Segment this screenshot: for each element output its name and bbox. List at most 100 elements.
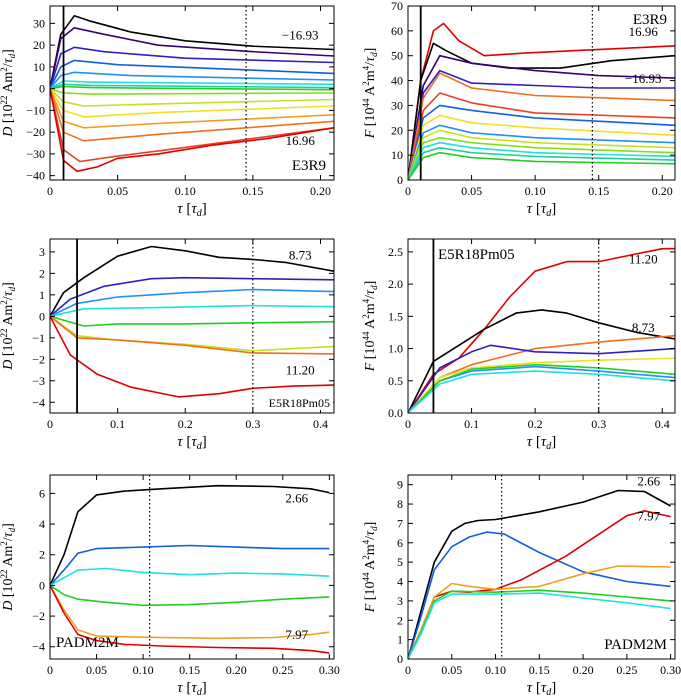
y-tick-label: 0	[397, 173, 403, 187]
y-tick-label: 1	[397, 633, 403, 647]
series-line-red	[408, 247, 675, 413]
series-line-green	[50, 85, 334, 91]
y-tick-label: −40	[26, 169, 45, 183]
y-tick-label: −1	[32, 331, 45, 345]
x-tick-label: 0.20	[652, 184, 673, 198]
y-tick-label: −4	[32, 395, 45, 409]
x-tick-label: 0.1	[464, 417, 479, 431]
y-tick-label: 0	[39, 82, 45, 96]
x-tick-label: 0.15	[179, 663, 200, 677]
y-axis-label: D [1022 Am2/τd]	[0, 49, 17, 138]
y-tick-label: 8	[397, 497, 403, 511]
y-axis-label: D [1022 Am2/τd]	[0, 523, 17, 612]
series-line-blue	[50, 59, 334, 89]
y-tick-label: 50	[391, 49, 403, 63]
x-tick-label: 0.15	[588, 184, 609, 198]
curve-value-label: 7.97	[637, 509, 660, 524]
y-axis-label: D [1022 Am2/τd]	[0, 282, 17, 371]
x-tick-label: 0.4	[313, 417, 328, 431]
y-tick-label: 10	[33, 60, 45, 74]
y-tick-label: 30	[33, 16, 45, 30]
x-tick-label: 0.20	[310, 184, 331, 198]
series-line-indigo	[408, 344, 675, 413]
x-tick-label: 0.30	[319, 663, 340, 677]
series-line-indigo	[408, 69, 675, 180]
y-tick-label: 1.0	[388, 342, 403, 356]
y-tick-label: 3	[39, 245, 45, 259]
x-tick-label: 0.20	[226, 663, 247, 677]
y-tick-label: −20	[26, 125, 45, 139]
series-line-red	[50, 585, 330, 654]
series-group	[408, 22, 675, 180]
series-line-green	[408, 363, 675, 413]
series-line-black	[408, 489, 671, 659]
y-tick-label: 30	[391, 98, 403, 112]
x-tick-label: 0.2	[528, 417, 543, 431]
curve-value-label: 2.66	[285, 491, 308, 506]
y-tick-label: 9	[397, 478, 403, 492]
series-line-cyan	[408, 592, 671, 659]
y-axis-label: F [1044 A2m4/τd]	[361, 281, 379, 373]
series-line-darkorange	[50, 315, 334, 355]
x-axis-label: τ [τd]	[527, 434, 557, 452]
series-line-darkorange	[50, 88, 334, 142]
plot-frame	[49, 238, 335, 414]
series-line-cyan	[50, 304, 334, 318]
y-tick-label: −30	[26, 147, 45, 161]
x-tick-label: 0.30	[660, 663, 681, 677]
series-line-yellowgreen	[50, 88, 334, 107]
x-tick-label: 0	[47, 417, 53, 431]
x-axis-label: τ [τd]	[177, 201, 207, 219]
panel-p5: 0 0.05 0.10 0.15 0.20 0.25 0.30 −4 −2 0 2 4 6 τ [τd] D…	[0, 474, 340, 698]
panel-p4: 0 0.1 0.2 0.3 0.4 0.0 0.5 1.0 1.5 2.0 2.5 τ [τd] F […	[361, 238, 676, 452]
y-tick-label: 0	[397, 652, 403, 666]
x-tick-label: 0.15	[242, 184, 263, 198]
panel-p1: 0 0.05 0.10 0.15 0.20 −40 −30 −20 −10 0 10 20 30 τ [τ…	[0, 5, 335, 219]
y-tick-label: 70	[391, 0, 403, 13]
y-tick-label: 10	[391, 148, 403, 162]
y-tick-label: −2	[32, 609, 45, 623]
plot-frame	[49, 5, 335, 181]
panel-p2: 0 0.05 0.10 0.15 0.20 0 10 20 30 40 50 60 70 τ [τd] F …	[361, 0, 676, 219]
y-tick-label: 2.0	[388, 277, 403, 291]
series-line-blue	[50, 544, 330, 586]
curve-value-label: 11.20	[629, 251, 658, 266]
panel-p3: 0 0.1 0.2 0.3 0.4 −4 −3 −2 −1 0 1 2 3 τ [τd] D [1022 A…	[0, 238, 335, 452]
curve-value-label: 16.96	[286, 133, 316, 148]
series-group	[408, 489, 671, 659]
series-line-purple	[50, 27, 334, 89]
x-tick-label: 0	[47, 184, 53, 198]
plot-frame	[407, 5, 676, 181]
series-line-yellow	[50, 88, 334, 118]
y-axis-label: F [1044 A2m4/τd]	[361, 48, 379, 140]
y-tick-label: 4	[397, 575, 403, 589]
x-tick-label: 0.3	[245, 417, 260, 431]
curve-value-label: 8.73	[632, 320, 655, 335]
curve-value-label: 11.20	[286, 362, 315, 377]
x-tick-label: 0.05	[461, 184, 482, 198]
series-line-purple	[408, 54, 675, 180]
y-tick-label: 20	[33, 38, 45, 52]
x-tick-label: 0.1	[110, 417, 125, 431]
plot-frame	[407, 474, 676, 660]
panel-p6: 0 0.05 0.10 0.15 0.20 0.25 0.30 0 1 2 3 4 5 6 7 8 9 τ [τd…	[361, 474, 681, 698]
y-tick-label: 0.0	[388, 406, 403, 420]
x-tick-label: 0.10	[485, 663, 506, 677]
series-group	[50, 484, 330, 654]
series-line-cyan	[408, 370, 675, 413]
y-tick-label: 5	[397, 555, 403, 569]
y-tick-label: 6	[39, 486, 45, 500]
y-tick-label: 20	[391, 123, 403, 137]
x-tick-label: 0.20	[573, 663, 594, 677]
series-line-azure	[50, 71, 334, 90]
x-tick-label: 0.05	[107, 184, 128, 198]
run-label: E3R9	[292, 158, 326, 174]
y-tick-label: −2	[32, 352, 45, 366]
run-label: PADM2M	[56, 635, 119, 651]
y-tick-label: 2.5	[388, 245, 403, 259]
x-axis-label: τ [τd]	[177, 434, 207, 452]
run-label: E3R9	[633, 12, 667, 28]
x-tick-label: 0.10	[133, 663, 154, 677]
y-axis-label: F [1044 A2m4/τd]	[361, 522, 379, 614]
x-axis-label: τ [τd]	[527, 680, 557, 698]
